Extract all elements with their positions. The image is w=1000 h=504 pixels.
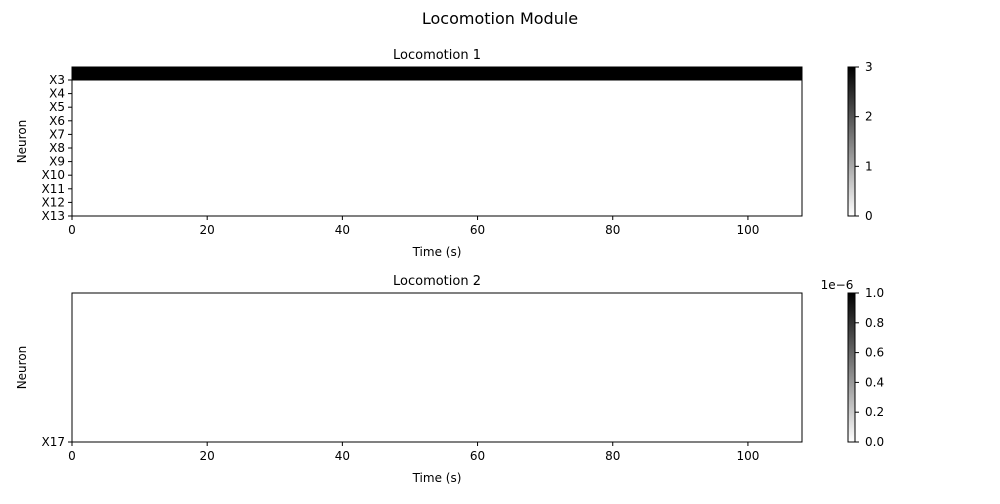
colorbar-tick-label: 3 [865, 60, 873, 74]
colorbar-tick-label: 0 [865, 209, 873, 223]
x-tick-label: 80 [605, 449, 620, 463]
heatmap-row-X4 [72, 80, 802, 95]
panel-title: Locomotion 1 [393, 48, 481, 63]
y-tick-label: X5 [49, 100, 65, 114]
x-tick-label: 20 [200, 223, 215, 237]
colorbar-tick-label: 1 [865, 159, 873, 173]
y-tick-label: X17 [42, 435, 66, 449]
panel-title: Locomotion 2 [393, 274, 481, 289]
x-tick-label: 80 [605, 223, 620, 237]
y-tick-label: X8 [49, 141, 65, 155]
y-tick-label: X4 [49, 87, 65, 101]
x-tick-label: 60 [470, 449, 485, 463]
heatmap-row-X3 [72, 67, 802, 81]
heatmap-row-X11 [72, 175, 802, 189]
colorbar-tick-label: 0.8 [865, 316, 884, 330]
colorbar-tick-label: 0.4 [865, 375, 884, 389]
x-tick-label: 100 [736, 449, 759, 463]
y-tick-label: X10 [42, 168, 66, 182]
x-tick-label: 60 [470, 223, 485, 237]
colorbar-offset-text: 1e−6 [821, 278, 854, 292]
heatmap-row-X5 [72, 94, 802, 108]
x-tick-label: 0 [68, 223, 76, 237]
colorbar-tick-label: 0.0 [865, 435, 884, 449]
x-axis-label: Time (s) [412, 471, 462, 485]
x-tick-label: 40 [335, 449, 350, 463]
heatmap-row-X8 [72, 134, 802, 149]
x-tick-label: 40 [335, 223, 350, 237]
y-tick-label: X13 [42, 209, 66, 223]
y-tick-label: X12 [42, 195, 66, 209]
y-axis-label: Neuron [15, 120, 29, 164]
figure-title: Locomotion Module [422, 9, 578, 28]
colorbar-tick-label: 2 [865, 110, 873, 124]
colorbar [847, 66, 856, 217]
x-tick-label: 20 [200, 449, 215, 463]
colorbar-tick-label: 0.2 [865, 405, 884, 419]
heatmap-row-X12 [72, 188, 802, 203]
heatmap-row-X9 [72, 148, 802, 162]
x-tick-label: 100 [736, 223, 759, 237]
axes-frame [71, 292, 803, 443]
y-tick-label: X9 [49, 155, 65, 169]
x-tick-label: 0 [68, 449, 76, 463]
colorbar-tick-label: 0.6 [865, 346, 884, 360]
y-tick-label: X7 [49, 127, 65, 141]
y-tick-label: X3 [49, 73, 65, 87]
heatmap-row-X13 [72, 202, 802, 216]
colorbar-tick-label: 1.0 [865, 286, 884, 300]
y-tick-label: X11 [42, 182, 66, 196]
heatmap-row-X10 [72, 161, 802, 176]
y-axis-label: Neuron [15, 346, 29, 390]
x-axis-label: Time (s) [412, 245, 462, 259]
heatmap-row-X6 [72, 107, 802, 122]
heatmap-row-X17 [72, 293, 802, 442]
heatmap-row-X7 [72, 121, 802, 135]
axes-frame [71, 66, 803, 217]
y-tick-label: X6 [49, 114, 65, 128]
colorbar [847, 292, 856, 443]
